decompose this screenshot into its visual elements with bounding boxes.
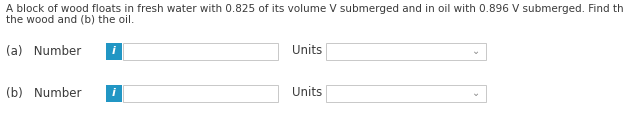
Text: i: i xyxy=(112,89,116,99)
Bar xyxy=(326,43,486,60)
Text: the wood and (b) the oil.: the wood and (b) the oil. xyxy=(6,15,134,25)
Text: i: i xyxy=(112,46,116,57)
Text: ⌄: ⌄ xyxy=(472,89,480,99)
Text: A block of wood floats in fresh water with 0.825 of its volume V submerged and i: A block of wood floats in fresh water wi… xyxy=(6,4,624,14)
Bar xyxy=(326,85,486,102)
Bar xyxy=(106,43,122,60)
Bar xyxy=(106,85,122,102)
Text: ⌄: ⌄ xyxy=(472,46,480,57)
Bar xyxy=(123,85,278,102)
Bar xyxy=(123,43,278,60)
Text: (b)   Number: (b) Number xyxy=(6,86,82,99)
Text: (a)   Number: (a) Number xyxy=(6,44,81,58)
Text: Units: Units xyxy=(292,44,322,58)
Text: Units: Units xyxy=(292,86,322,99)
